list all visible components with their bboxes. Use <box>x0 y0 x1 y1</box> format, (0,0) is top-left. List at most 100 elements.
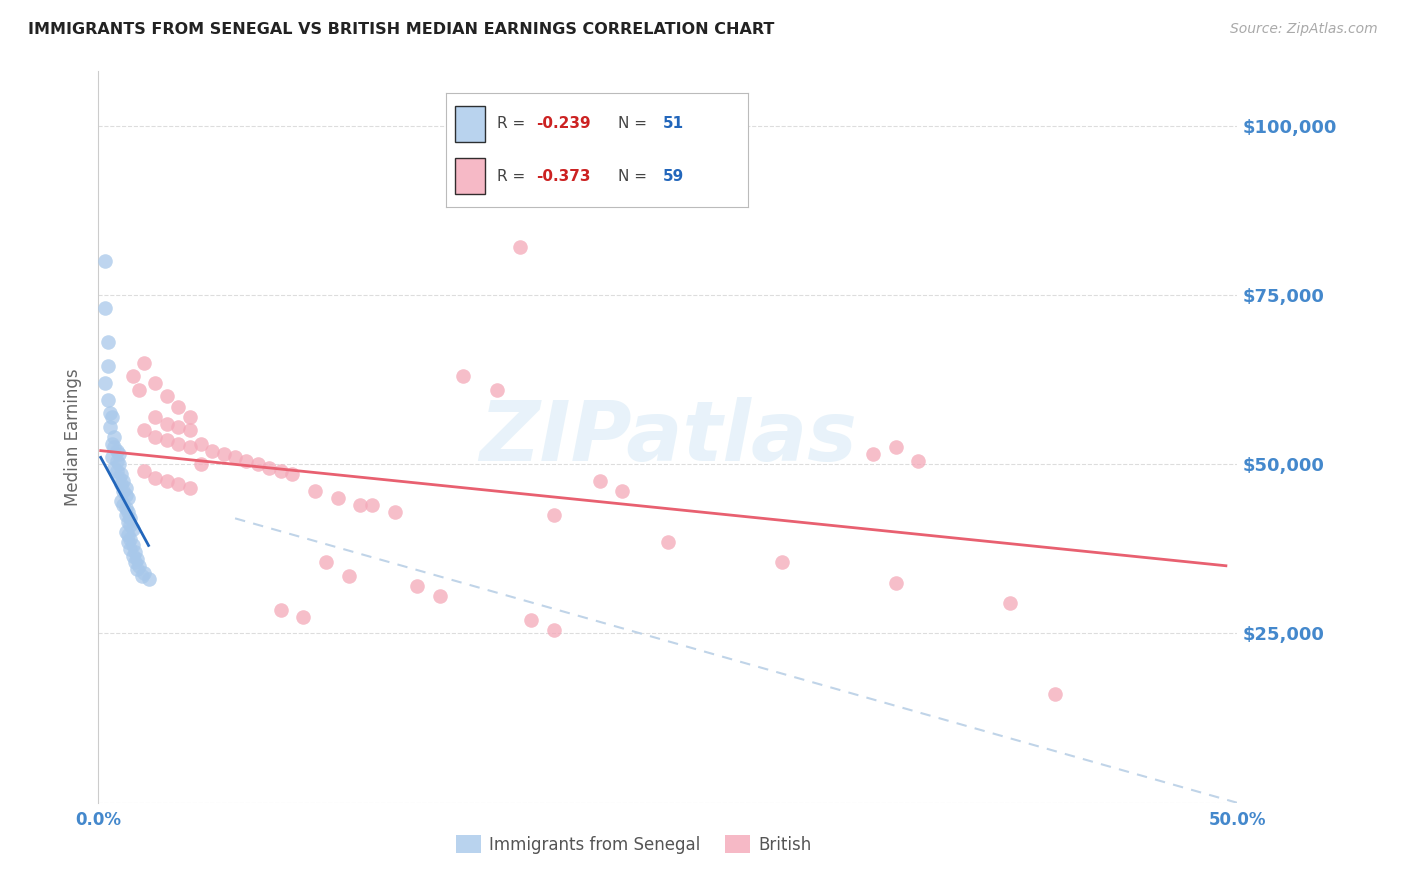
Point <box>114 481 136 495</box>
Point <box>105 454 128 468</box>
Point <box>96 392 118 407</box>
Point <box>179 481 201 495</box>
Point <box>114 524 136 539</box>
Point <box>179 409 201 424</box>
Point <box>360 498 382 512</box>
Point <box>862 447 884 461</box>
Point <box>156 417 179 431</box>
Point <box>451 369 474 384</box>
Point <box>132 423 155 437</box>
Text: ZIPatlas: ZIPatlas <box>479 397 856 477</box>
Point <box>384 505 406 519</box>
Point <box>128 383 150 397</box>
Point <box>201 443 224 458</box>
Point <box>337 569 360 583</box>
Point <box>94 301 117 316</box>
Point <box>145 376 167 390</box>
Point <box>101 437 124 451</box>
Point <box>1043 688 1066 702</box>
Point <box>121 549 143 563</box>
Point <box>531 179 554 194</box>
Point <box>156 434 179 448</box>
Y-axis label: Median Earnings: Median Earnings <box>65 368 83 506</box>
Point <box>145 471 167 485</box>
Point <box>127 552 149 566</box>
Point <box>132 464 155 478</box>
Point <box>224 450 246 465</box>
Point <box>127 562 149 576</box>
Point <box>259 460 281 475</box>
Point <box>105 464 128 478</box>
Point <box>406 579 429 593</box>
Point <box>112 484 135 499</box>
Point <box>114 488 136 502</box>
Point <box>114 501 136 516</box>
Point <box>132 355 155 369</box>
Point <box>543 508 565 522</box>
Text: IMMIGRANTS FROM SENEGAL VS BRITISH MEDIAN EARNINGS CORRELATION CHART: IMMIGRANTS FROM SENEGAL VS BRITISH MEDIA… <box>28 22 775 37</box>
Point <box>96 335 118 350</box>
Point <box>167 437 190 451</box>
Point <box>190 437 212 451</box>
Point <box>212 447 235 461</box>
Point <box>657 535 679 549</box>
Point <box>103 460 125 475</box>
Point <box>179 440 201 454</box>
Point <box>117 515 139 529</box>
Point <box>770 555 793 569</box>
Point <box>101 450 124 465</box>
Legend: Immigrants from Senegal, British: Immigrants from Senegal, British <box>449 829 818 860</box>
Point <box>124 555 146 569</box>
Point <box>112 474 135 488</box>
Point <box>138 572 160 586</box>
Point <box>520 613 543 627</box>
Point <box>429 589 451 603</box>
Point <box>121 521 143 535</box>
Point <box>998 596 1021 610</box>
Point <box>112 498 135 512</box>
Point <box>190 457 212 471</box>
Point <box>117 505 139 519</box>
Point <box>132 566 155 580</box>
Point <box>156 389 179 403</box>
Point <box>110 477 132 491</box>
Point <box>105 443 128 458</box>
Point <box>108 471 131 485</box>
Point <box>96 359 118 373</box>
Point <box>120 511 142 525</box>
Point <box>98 420 121 434</box>
Point <box>114 508 136 522</box>
Point <box>884 575 907 590</box>
Point <box>349 498 371 512</box>
Point <box>120 541 142 556</box>
Point <box>117 491 139 505</box>
Point <box>270 603 292 617</box>
Point <box>167 400 190 414</box>
Point <box>884 440 907 454</box>
Point <box>121 538 143 552</box>
Point <box>145 430 167 444</box>
Point <box>120 518 142 533</box>
Point <box>246 457 269 471</box>
Point <box>128 558 150 573</box>
Point <box>326 491 349 505</box>
Point <box>108 447 131 461</box>
Point <box>98 406 121 420</box>
Point <box>543 623 565 637</box>
Point <box>612 484 634 499</box>
Point <box>509 240 531 254</box>
Point <box>117 528 139 542</box>
Point <box>167 477 190 491</box>
Point <box>907 454 929 468</box>
Point <box>94 254 117 268</box>
Point <box>235 454 257 468</box>
Point <box>124 545 146 559</box>
Point <box>281 467 304 482</box>
Point <box>179 423 201 437</box>
Point <box>315 555 337 569</box>
Point <box>588 474 610 488</box>
Point <box>121 369 143 384</box>
Point <box>486 383 509 397</box>
Point <box>110 467 132 482</box>
Point <box>103 430 125 444</box>
